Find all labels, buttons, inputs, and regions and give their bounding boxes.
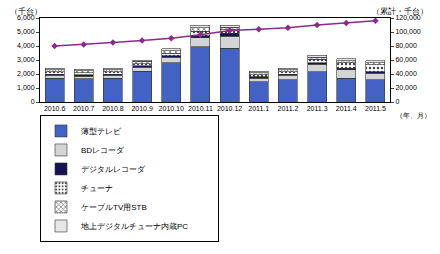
svg-text:20,000: 20,000	[395, 84, 417, 91]
svg-text:BDレコーダ: BDレコーダ	[81, 146, 125, 155]
svg-text:2010.10: 2010.10	[159, 105, 184, 112]
svg-text:（累計・千台）: （累計・千台）	[372, 7, 428, 16]
svg-text:地上デジタルチューナ内蔵PC: 地上デジタルチューナ内蔵PC	[80, 222, 188, 231]
svg-text:2011.3: 2011.3	[307, 105, 328, 112]
svg-text:5,000: 5,000	[17, 28, 35, 35]
svg-text:2010.6: 2010.6	[44, 105, 66, 112]
svg-text:2010.9: 2010.9	[131, 105, 153, 112]
svg-text:チューナ: チューナ	[81, 184, 113, 193]
svg-text:累計: 累計	[81, 241, 97, 242]
svg-text:80,000: 80,000	[395, 42, 417, 49]
svg-text:（千台）: （千台）	[10, 7, 42, 16]
svg-text:1,000: 1,000	[17, 84, 35, 91]
svg-text:2011.4: 2011.4	[336, 105, 357, 112]
svg-text:100,000: 100,000	[395, 28, 420, 35]
svg-text:0: 0	[395, 98, 399, 105]
svg-text:2011.1: 2011.1	[248, 105, 269, 112]
svg-text:ケーブルTV用STB: ケーブルTV用STB	[81, 203, 147, 212]
svg-text:2010.12: 2010.12	[217, 105, 242, 112]
svg-text:0: 0	[31, 98, 35, 105]
svg-text:40,000: 40,000	[395, 70, 417, 77]
svg-text:60,000: 60,000	[395, 56, 417, 63]
svg-text:薄型テレビ: 薄型テレビ	[81, 127, 122, 136]
svg-text:3,000: 3,000	[17, 56, 35, 63]
svg-text:デジタルレコーダ: デジタルレコーダ	[81, 165, 146, 174]
svg-text:2010.8: 2010.8	[102, 105, 124, 112]
svg-text:2010.11: 2010.11	[188, 105, 213, 112]
svg-text:2,000: 2,000	[17, 70, 35, 77]
svg-text:2010.7: 2010.7	[73, 105, 95, 112]
svg-text:2011.2: 2011.2	[277, 105, 298, 112]
svg-text:6,000: 6,000	[17, 14, 35, 21]
svg-text:120,000: 120,000	[395, 14, 420, 21]
svg-text:4,000: 4,000	[17, 42, 35, 49]
svg-text:2011.5: 2011.5	[365, 105, 386, 112]
svg-text:（年、月）: （年、月）	[396, 112, 431, 120]
